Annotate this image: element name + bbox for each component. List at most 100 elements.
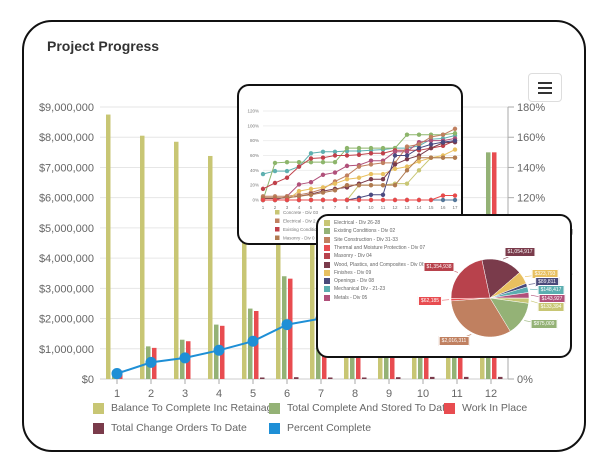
bar bbox=[498, 376, 503, 379]
x-tick-label: 7 bbox=[334, 205, 337, 210]
legend-swatch bbox=[324, 236, 330, 243]
series-point bbox=[320, 190, 326, 195]
legend-label: Work In Place bbox=[462, 402, 528, 414]
legend-swatch bbox=[324, 286, 330, 293]
series-point bbox=[260, 197, 266, 203]
series-point bbox=[272, 168, 278, 174]
legend-label: Percent Complete bbox=[287, 422, 372, 434]
series-point bbox=[392, 197, 398, 203]
series-point bbox=[404, 153, 410, 158]
legend-item[interactable]: Mechanical Div - 21-23 bbox=[324, 286, 386, 293]
x-tick-label: 15 bbox=[428, 205, 434, 210]
series-point bbox=[344, 163, 350, 169]
slice-data-label: $62,185 bbox=[417, 296, 443, 306]
y-tick-label: $2,000,000 bbox=[39, 314, 94, 326]
bar bbox=[140, 135, 145, 379]
y-tick-label: 100% bbox=[247, 123, 259, 128]
series-point bbox=[428, 145, 434, 151]
slice-data-label: $1,054,917 bbox=[504, 247, 536, 257]
series-point bbox=[440, 132, 446, 137]
legend-item[interactable]: Wood, Plastics, and Composites - Div 06 bbox=[324, 261, 425, 268]
legend-swatch bbox=[324, 253, 330, 260]
series-point bbox=[392, 166, 398, 172]
series-point bbox=[404, 144, 410, 149]
legend-item[interactable]: Finishes - Div 09 bbox=[324, 269, 371, 276]
series-point bbox=[428, 138, 434, 143]
legend-swatch bbox=[275, 227, 280, 232]
x-tick-label: 8 bbox=[346, 205, 349, 210]
series-point bbox=[308, 192, 314, 198]
series-point bbox=[368, 182, 374, 188]
legend-swatch bbox=[324, 244, 330, 251]
series-point bbox=[452, 197, 458, 203]
legend-swatch bbox=[324, 228, 330, 235]
series-point bbox=[404, 149, 410, 154]
chart-title: Project Progress bbox=[47, 38, 160, 54]
series-point bbox=[416, 155, 422, 160]
x-tick-label: 2 bbox=[274, 205, 277, 210]
series-point bbox=[356, 145, 362, 151]
legend-item[interactable]: Electrical - Div 26-28 bbox=[324, 220, 380, 226]
legend-label: Thermal and Moisture Protection - Div 07 bbox=[334, 244, 426, 251]
x-tick-label: 3 bbox=[286, 205, 289, 210]
hamburger-line bbox=[538, 91, 552, 94]
slice-data-label: $2,016,311 bbox=[438, 336, 470, 346]
y-tick-label: $5,000,000 bbox=[39, 223, 94, 235]
y-tick-label: $4,000,000 bbox=[39, 253, 94, 265]
series-point bbox=[368, 197, 374, 203]
x-tick-label: 11 bbox=[451, 388, 462, 400]
y-tick-label: $6,000,000 bbox=[39, 193, 94, 205]
series-point bbox=[284, 197, 290, 203]
y-tick-label: 40% bbox=[250, 168, 259, 173]
y-tick-label: 0% bbox=[252, 198, 259, 203]
slice-data-label: $875,009 bbox=[530, 319, 558, 329]
legend-item[interactable]: Site Construction - Div 31-33 bbox=[324, 236, 398, 243]
hamburger-menu-icon bbox=[538, 81, 552, 84]
x-tick-label: 1 bbox=[114, 388, 120, 400]
pie-slice bbox=[481, 258, 520, 299]
series-point bbox=[308, 151, 314, 156]
series-line bbox=[263, 149, 456, 201]
y2-tick-label: 120% bbox=[517, 193, 545, 205]
legend-swatch bbox=[93, 402, 104, 414]
legend-item[interactable]: Total Complete And Stored To Date bbox=[269, 402, 451, 414]
series-point bbox=[452, 131, 458, 136]
legend-item[interactable]: Thermal and Moisture Protection - Div 07 bbox=[324, 244, 426, 251]
x-tick-label: 1 bbox=[262, 205, 265, 210]
series-point bbox=[416, 159, 422, 164]
legend-label: Mechanical Div - 21-23 bbox=[334, 286, 386, 293]
series-point bbox=[332, 170, 338, 175]
legend-item[interactable]: Work In Place bbox=[444, 402, 527, 414]
slice-data-label: $1,354,938 bbox=[423, 262, 455, 272]
legend-swatch bbox=[93, 422, 104, 434]
legend-item[interactable]: Total Change Orders To Date bbox=[93, 422, 247, 434]
series-point bbox=[452, 147, 458, 152]
x-tick-label: 14 bbox=[416, 205, 422, 210]
percent-point bbox=[247, 335, 259, 347]
y-tick-label: $1,000,000 bbox=[39, 344, 94, 356]
series-point bbox=[380, 192, 386, 198]
y-tick-label: $9,000,000 bbox=[39, 102, 94, 114]
x-tick-label: 10 bbox=[417, 388, 429, 400]
series-point bbox=[296, 194, 302, 199]
series-point bbox=[344, 173, 350, 178]
legend-item[interactable]: Existing Conditions - Div 02 bbox=[324, 228, 395, 235]
legend-item[interactable]: Openings - Div 08 bbox=[324, 278, 374, 285]
series-point bbox=[332, 181, 338, 186]
series-point bbox=[392, 162, 398, 167]
legend-item[interactable]: Balance To Complete Inc Retainage bbox=[93, 402, 278, 414]
legend-swatch bbox=[324, 294, 330, 301]
series-point bbox=[344, 153, 350, 158]
series-point bbox=[380, 145, 386, 151]
chart-menu-button[interactable] bbox=[528, 73, 562, 102]
legend-item[interactable]: Metals - Div 05 bbox=[324, 294, 367, 301]
legend-swatch bbox=[275, 210, 280, 215]
series-point bbox=[332, 159, 338, 165]
legend-label: Total Change Orders To Date bbox=[111, 422, 247, 434]
y2-tick-label: 160% bbox=[517, 132, 545, 144]
legend-item[interactable]: Percent Complete bbox=[269, 422, 371, 434]
legend-item[interactable]: Masonry - Div 04 bbox=[324, 253, 372, 260]
series-point bbox=[392, 153, 398, 158]
series-point bbox=[404, 164, 410, 169]
series-point bbox=[284, 168, 290, 174]
